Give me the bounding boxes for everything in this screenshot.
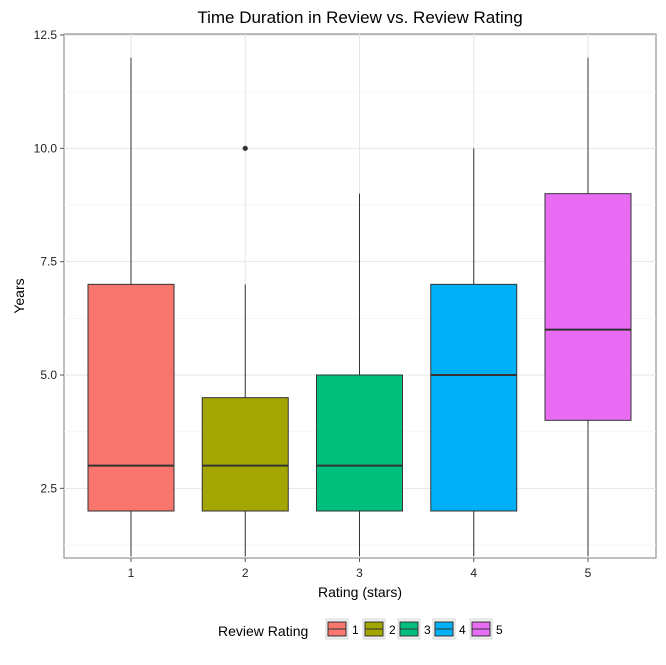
box-4 <box>430 148 518 557</box>
legend-item-1: 1 <box>325 618 359 640</box>
y-tick-label: 2.5 <box>40 481 57 495</box>
x-axis-title: Rating (stars) <box>318 584 402 600</box>
x-tick-label: 4 <box>470 566 477 580</box>
x-tick-label: 3 <box>356 566 363 580</box>
x-axis-ticks: 1 2 3 4 5 <box>128 558 592 580</box>
box-body <box>430 283 518 512</box>
box-body <box>544 193 632 421</box>
legend-title: Review Rating <box>218 623 308 639</box>
legend-label: 2 <box>389 623 396 637</box>
y-tick-label: 7.5 <box>40 255 57 269</box>
legend-label: 3 <box>424 623 431 637</box>
box-3 <box>316 193 403 557</box>
x-tick-label: 5 <box>585 566 592 580</box>
legend-label: 5 <box>496 623 503 637</box>
box-5 <box>544 57 632 557</box>
y-tick-label: 12.5 <box>34 28 58 42</box>
legend-item-3: 3 <box>397 618 431 640</box>
box-1 <box>87 57 175 557</box>
legend-item-2: 2 <box>362 618 396 640</box>
legend-label: 4 <box>459 623 466 637</box>
box-body <box>316 374 403 512</box>
x-tick-label: 2 <box>242 566 249 580</box>
legend-item-5: 5 <box>469 618 503 640</box>
y-axis-title: Years <box>11 278 27 313</box>
y-axis-ticks: 2.5 5.0 7.5 10.0 12.5 <box>34 28 64 495</box>
box-body <box>201 397 289 512</box>
legend-item-4: 4 <box>432 618 466 640</box>
x-tick-label: 1 <box>128 566 135 580</box>
plot-area: 2.5 5.0 7.5 10.0 12.5 1 2 3 4 5 <box>34 28 657 580</box>
box-body <box>87 283 175 512</box>
box-2 <box>201 145 289 557</box>
chart-title: Time Duration in Review vs. Review Ratin… <box>197 8 522 27</box>
y-tick-label: 5.0 <box>40 368 57 382</box>
legend: Review Rating 1 2 3 4 5 <box>218 618 503 640</box>
outlier-point <box>242 145 248 151</box>
legend-items: 1 2 3 4 5 <box>325 618 503 640</box>
legend-label: 1 <box>352 623 359 637</box>
boxes-layer <box>87 57 632 557</box>
y-tick-label: 10.0 <box>34 141 58 155</box>
